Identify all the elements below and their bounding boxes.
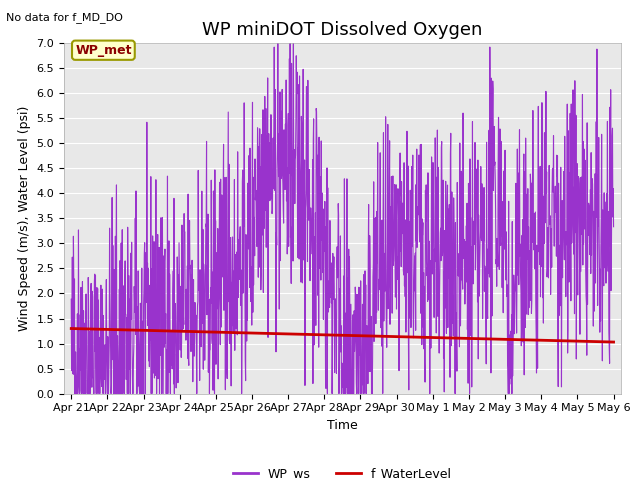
X-axis label: Time: Time [327, 419, 358, 432]
Legend: WP_ws, f_WaterLevel: WP_ws, f_WaterLevel [228, 462, 457, 480]
Y-axis label: Wind Speed (m/s), Water Level (psi): Wind Speed (m/s), Water Level (psi) [18, 106, 31, 331]
Text: WP_met: WP_met [75, 44, 132, 57]
Title: WP miniDOT Dissolved Oxygen: WP miniDOT Dissolved Oxygen [202, 21, 483, 39]
Text: No data for f_MD_DO: No data for f_MD_DO [6, 12, 124, 23]
